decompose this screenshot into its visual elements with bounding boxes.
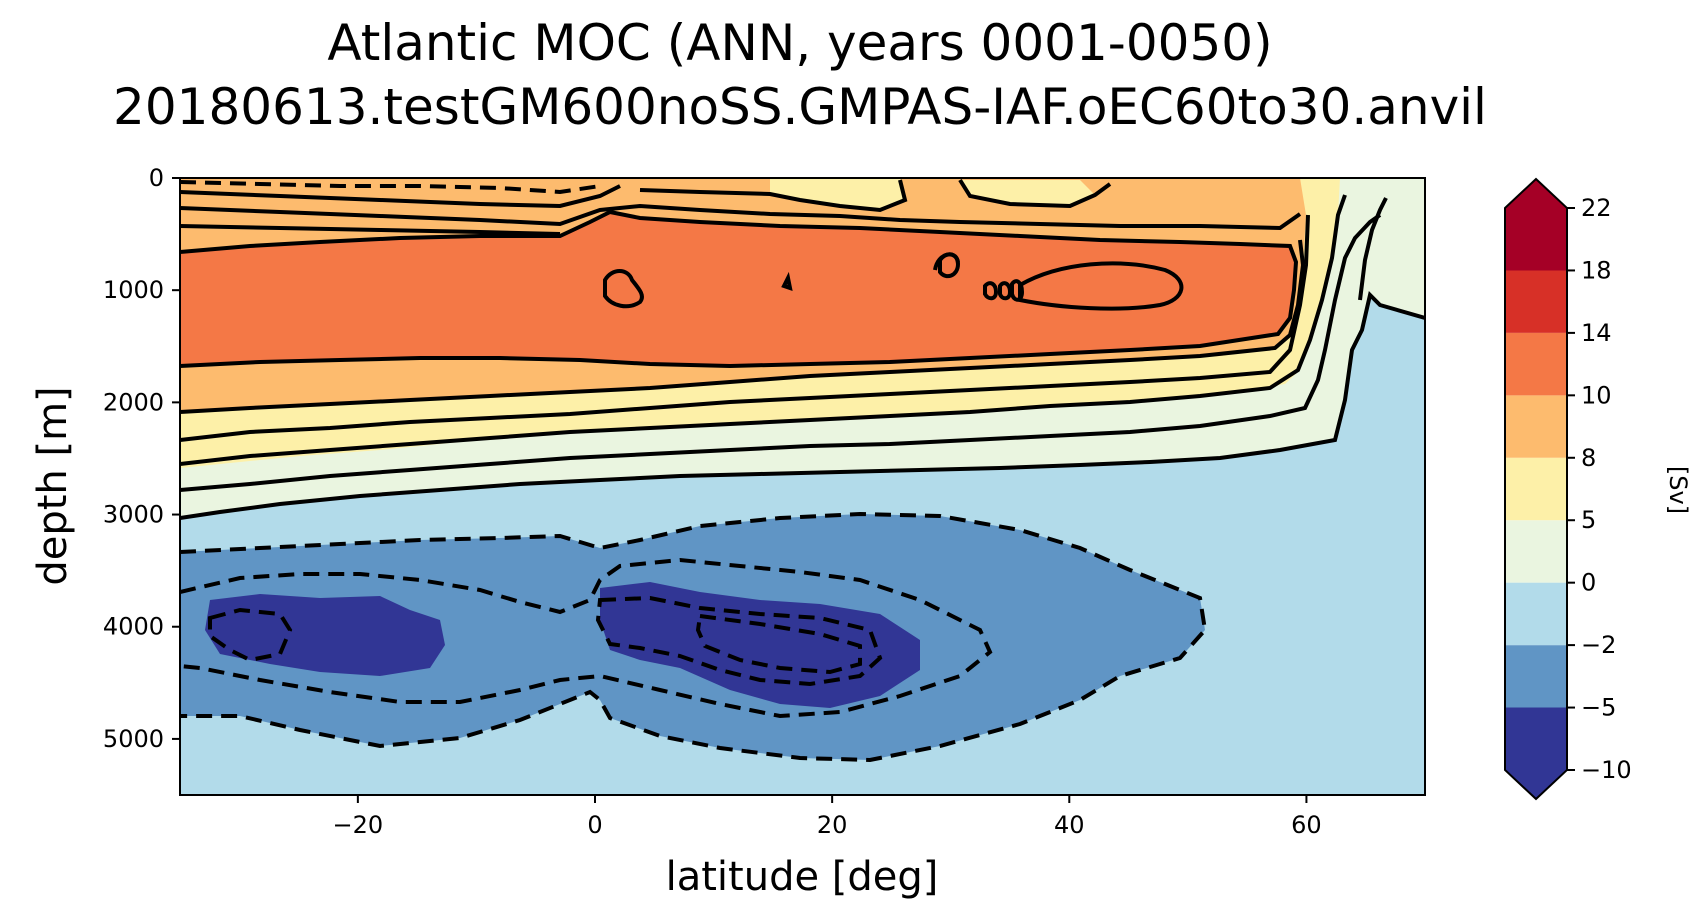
contour-neg6-east — [595, 595, 883, 687]
contour-6 — [180, 214, 1310, 442]
colorbar-tick-label: 0 — [1581, 569, 1596, 597]
contour-10 — [180, 209, 1299, 369]
colorbar-tick-label: 22 — [1581, 194, 1612, 222]
colorbar-segment — [1505, 332, 1567, 396]
contour-surface-2 — [180, 203, 1302, 231]
y-tick-label: 3000 — [103, 501, 164, 529]
colorbar-tick-label: 14 — [1581, 319, 1612, 347]
colorbar-segment — [1505, 270, 1567, 333]
contour-patch-35a — [983, 281, 999, 301]
colorbar-segment — [1505, 179, 1567, 271]
colorbar-tick-label: −2 — [1581, 631, 1616, 659]
colorbar-segment — [1505, 457, 1567, 521]
x-axis-label: latitude [deg] — [666, 854, 939, 900]
y-tick-label: 2000 — [103, 388, 164, 416]
y-tick-label: 5000 — [103, 725, 164, 753]
positive-contours — [180, 178, 1425, 520]
y-tick-label: 1000 — [103, 276, 164, 304]
x-axis-ticks: −20 0 20 40 60 — [333, 795, 1322, 839]
band-neg10-to-neg5-2 — [600, 582, 920, 708]
chart-title-line1: Atlantic MOC (ANN, years 0001-0050) — [327, 14, 1272, 72]
chart-title-line2: 20180613.testGM600noSS.GMPAS-IAF.oEC60to… — [113, 78, 1487, 136]
contour-8 — [180, 239, 1306, 414]
colorbar-tick-label: 10 — [1581, 381, 1612, 409]
x-tick-label: 60 — [1291, 811, 1322, 839]
contour-2 — [180, 213, 1382, 492]
colorbar: −10 −5 −2 0 5 8 10 14 18 22 — [1504, 177, 1632, 801]
contour-12-west — [603, 269, 644, 309]
colorbar-tick-label: −5 — [1581, 694, 1616, 722]
y-axis-ticks: 0 1000 2000 3000 4000 5000 — [103, 164, 180, 753]
contour-12-east — [1018, 261, 1184, 311]
y-axis-label: depth [m] — [30, 386, 76, 585]
contour-surface-neg — [180, 180, 601, 195]
contour-0 — [180, 291, 1425, 520]
contour-neg6-west — [208, 607, 293, 663]
colorbar-segment — [1505, 645, 1567, 708]
colorbar-tick-label: −10 — [1581, 756, 1632, 784]
contour-patch-35c — [1010, 279, 1025, 302]
contour-neg8-east — [695, 613, 862, 675]
band-10-to-14 — [180, 212, 1296, 366]
contour-surface-4 — [639, 179, 908, 213]
x-tick-label: 20 — [817, 811, 848, 839]
contour-4 — [180, 194, 1347, 466]
contour-high-lat — [1358, 197, 1388, 301]
plot-frame — [179, 177, 1426, 796]
x-tick-label: 0 — [587, 811, 602, 839]
contour-surface-1 — [180, 184, 621, 209]
colorbar-tick-label: 18 — [1581, 256, 1612, 284]
colorbar-label: [Sv] — [1664, 466, 1692, 514]
colorbar-tick-label: 5 — [1581, 506, 1596, 534]
band-5-to-8-pocket — [770, 178, 905, 210]
contour-neg4 — [180, 557, 993, 719]
x-tick-label: −20 — [333, 811, 384, 839]
contour-surface-3 — [180, 224, 561, 236]
contour-neg2 — [180, 511, 1208, 763]
contour-surface-5 — [958, 178, 1112, 209]
colorbar-tick-label: 8 — [1581, 444, 1596, 472]
colorbar-segment — [1505, 395, 1567, 458]
contour-dot-20 — [781, 271, 793, 291]
x-tick-label: 40 — [1054, 811, 1085, 839]
y-tick-label: 4000 — [103, 613, 164, 641]
contour-patch-30 — [933, 252, 960, 271]
plot-area — [180, 178, 1425, 795]
colorbar-segment — [1505, 707, 1567, 799]
colorbar-segment — [1505, 520, 1567, 583]
negative-contours — [180, 180, 1208, 763]
y-tick-label: 0 — [149, 164, 164, 192]
colorbar-segment — [1505, 582, 1567, 646]
